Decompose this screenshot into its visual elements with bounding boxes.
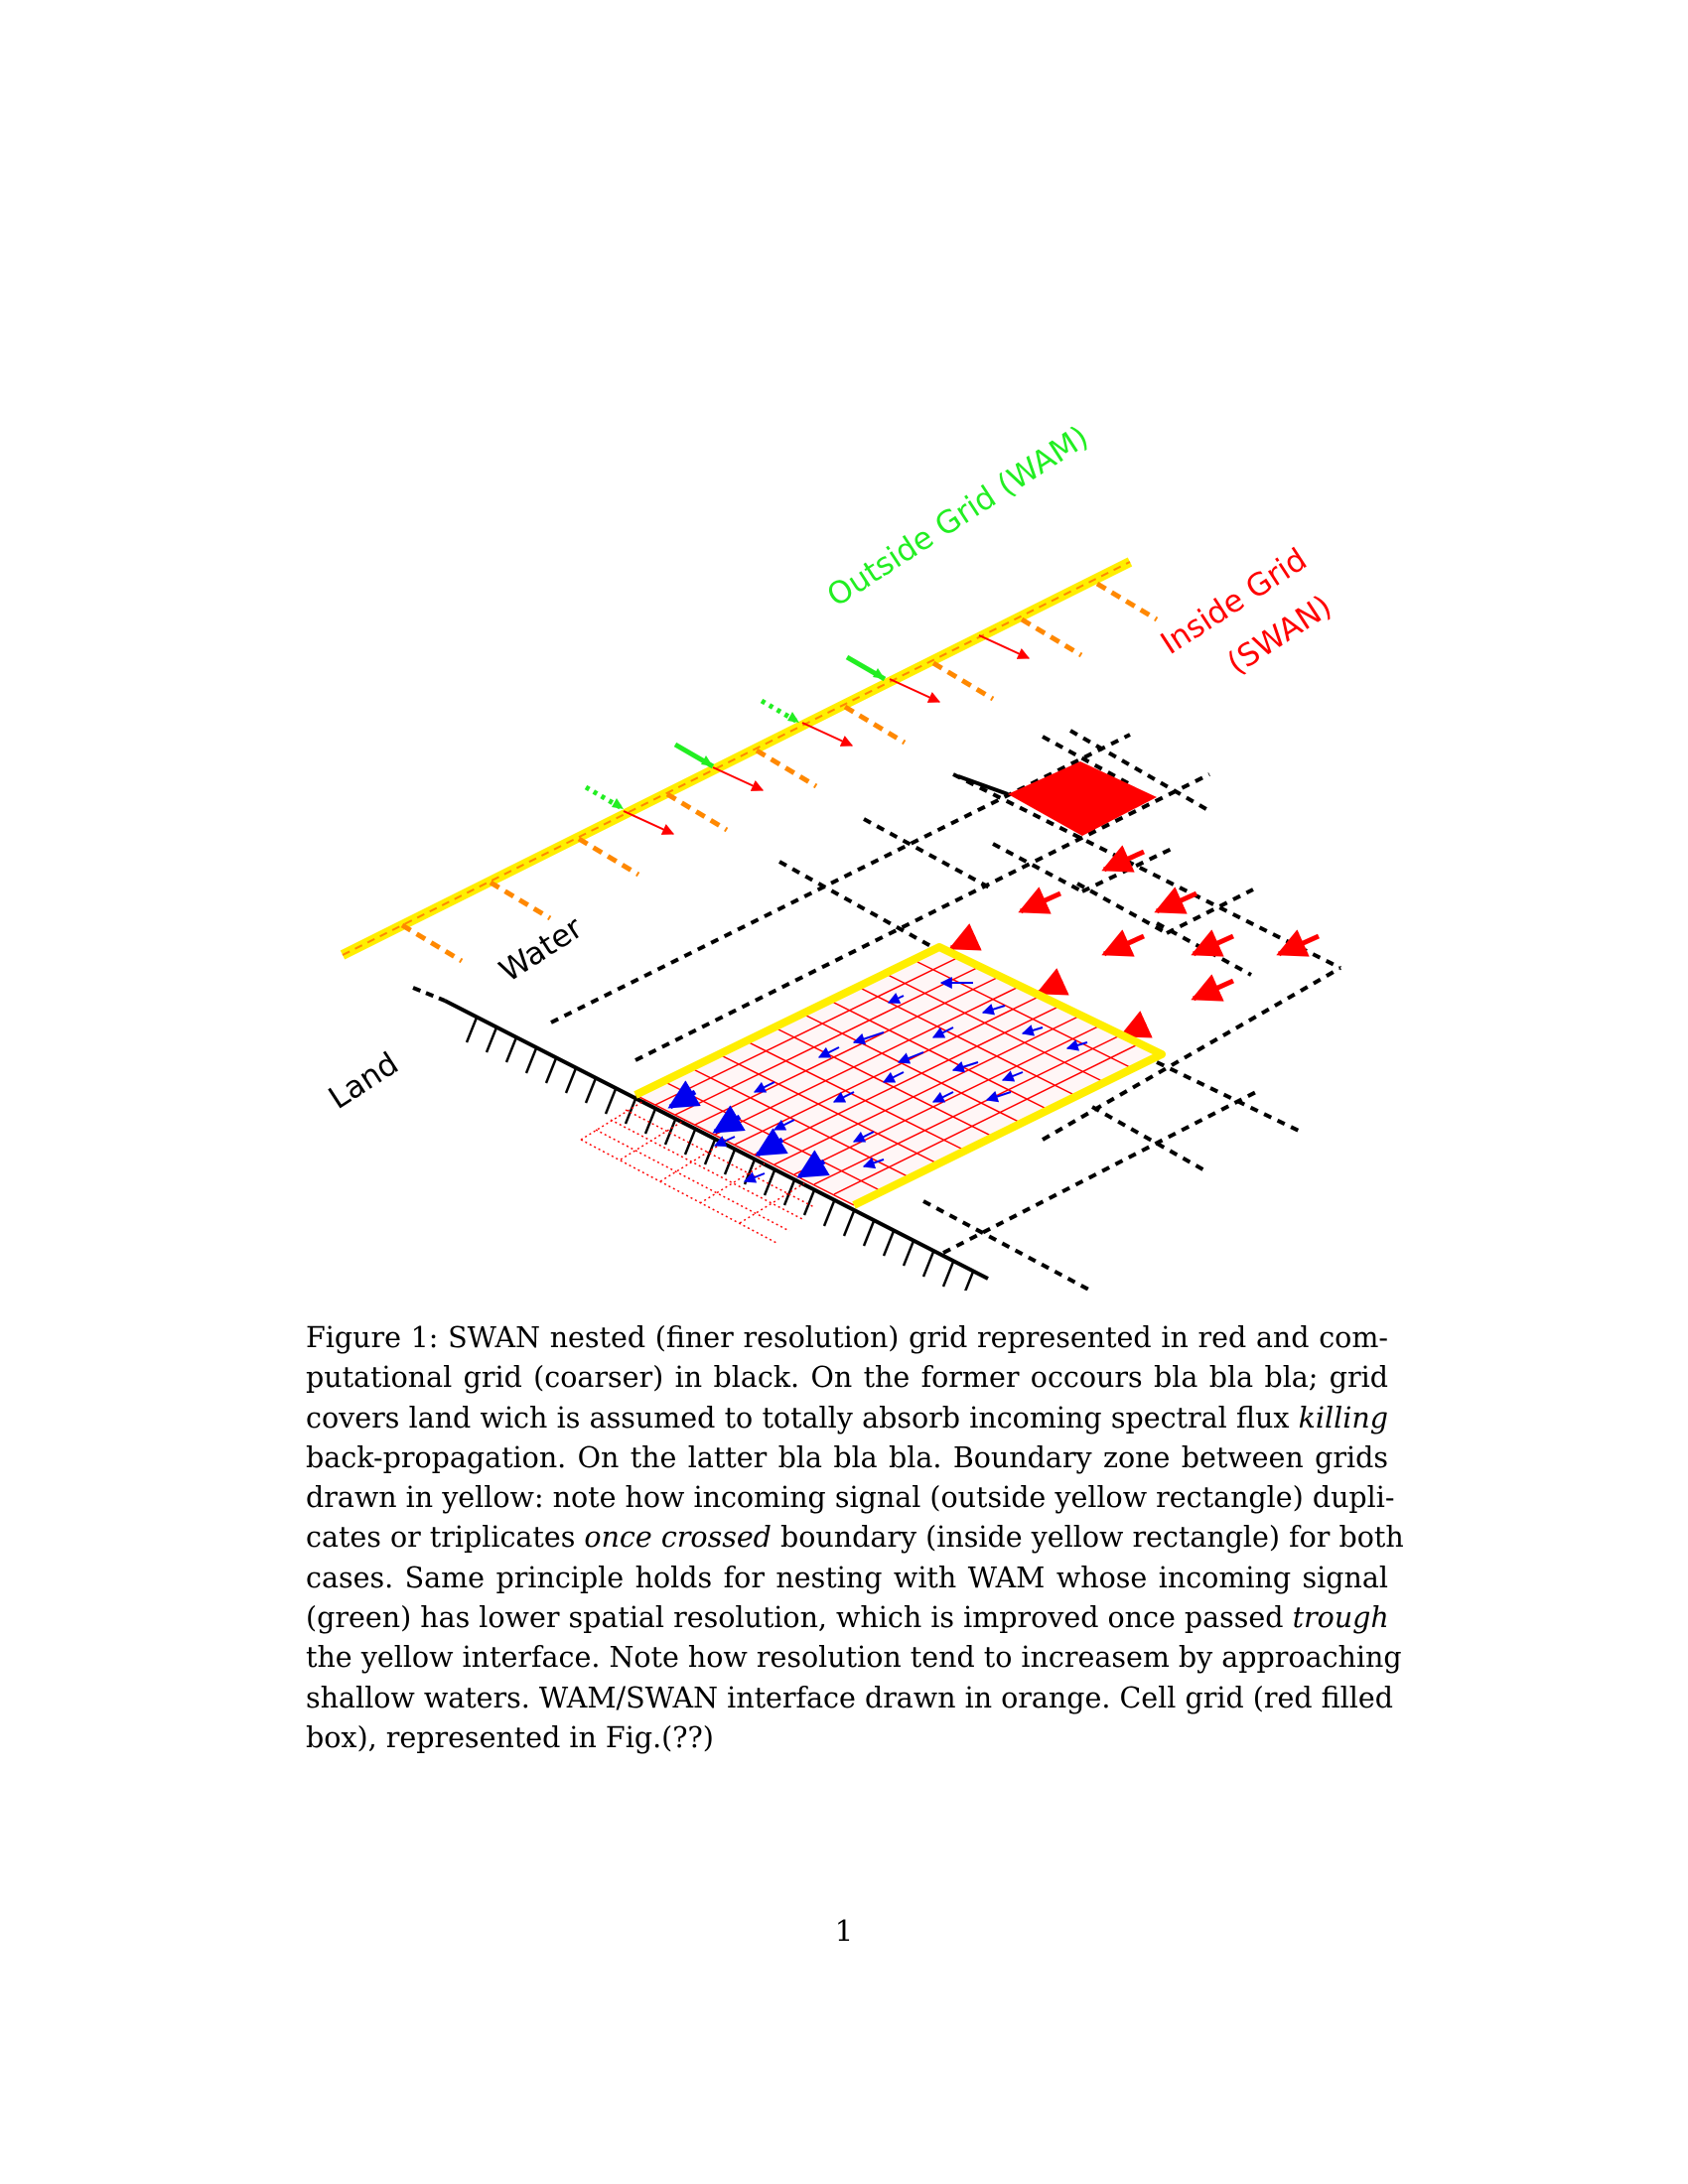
water-label: Water [493,909,590,989]
nested-grid-boundary [633,943,1166,1209]
land-label: Land [323,1045,405,1116]
caption-line: drawn in yellow: note how incoming signa… [306,1481,1395,1515]
caption-line: box), represented in Fig.(??) [306,1720,714,1754]
page-number: 1 [834,1914,854,1948]
wam-arrows [584,654,887,812]
caption-line: shallow waters. WAM/SWAN interface drawn… [306,1681,1394,1714]
nested-grid-over-land [580,1099,815,1244]
caption-line: putational grid (coarser) in black. On t… [306,1361,1388,1395]
caption-line: cates or triplicates once crossed bounda… [306,1521,1404,1555]
swan-nesting-figure: Outside Grid (WAM) Inside Grid (SWAN) Wa… [323,419,1341,1291]
nested-grid-coast-arrows [667,1080,830,1179]
caption-line: Figure 1: SWAN nested (finer resolution)… [306,1321,1388,1354]
figure-caption: Figure 1: SWAN nested (finer resolution)… [306,1318,1404,1758]
wam-swan-boundary [340,557,1133,960]
nested-grid [634,946,1162,1206]
caption-line: the yellow interface. Note how resolutio… [306,1641,1402,1675]
outside-grid-label: Outside Grid (WAM) [821,419,1095,614]
caption-line: covers land wich is assumed to totally a… [306,1401,1388,1434]
coarse-grid-arrows [948,845,1321,1038]
swan-boundary-arrows [623,634,1031,835]
caption-line: cases. Same principle holds for nesting … [306,1561,1388,1594]
caption-line: (green) has lower spatial resolution, wh… [306,1601,1389,1635]
cell-grid-box [1008,761,1157,836]
caption-line: back-propagation. On the latter bla bla … [306,1440,1388,1474]
cell-edge-solid [957,774,1009,796]
swan-interface-dashes [400,581,1159,964]
